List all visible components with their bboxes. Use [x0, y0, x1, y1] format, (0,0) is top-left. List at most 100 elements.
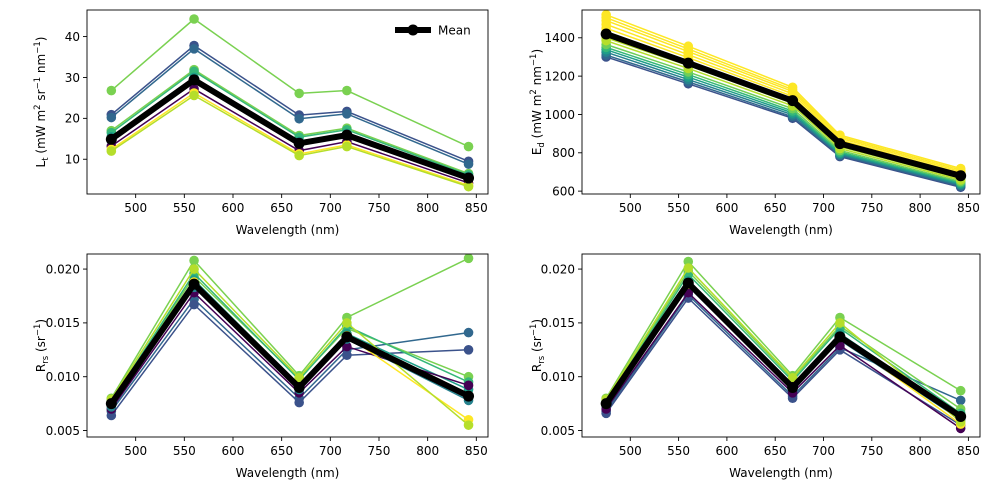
y-tick-label: 1000	[544, 108, 575, 122]
x-tick-label: 850	[465, 444, 488, 458]
x-tick-label: 550	[667, 201, 690, 215]
mean-point	[463, 172, 475, 184]
series-line	[110, 47, 469, 165]
mean-point	[682, 277, 694, 289]
data-point	[189, 44, 199, 54]
x-tick-label: 650	[764, 201, 787, 215]
x-tick-label: 750	[368, 444, 391, 458]
x-axis-label: Wavelength (nm)	[236, 466, 340, 480]
series-0	[106, 14, 474, 152]
y-tick-label: 0.020	[541, 262, 575, 276]
x-tick-label: 600	[715, 201, 738, 215]
series-line	[605, 293, 961, 412]
x-tick-label: 750	[860, 201, 883, 215]
x-tick-label: 700	[812, 444, 835, 458]
x-tick-label: 700	[812, 201, 835, 215]
y-axis-label: Lt (mW m2 sr−1 nm−1)	[33, 37, 51, 168]
y-tick-label: 10	[65, 153, 80, 167]
series-line	[605, 270, 962, 410]
data-point	[463, 159, 474, 169]
mean-line	[603, 280, 963, 420]
data-point	[463, 181, 474, 192]
data-point	[189, 90, 199, 101]
series-13	[601, 10, 966, 174]
y-axis-label: Rrs (sr−1)	[529, 319, 547, 372]
mean-point	[834, 331, 846, 343]
x-axis-label: Wavelength (nm)	[729, 466, 833, 480]
series-9	[106, 90, 474, 192]
x-tick-label: 700	[319, 201, 342, 215]
mean-point	[682, 57, 694, 69]
data-point	[601, 10, 611, 20]
data-point	[835, 318, 845, 328]
series-line	[605, 279, 962, 417]
series-1	[601, 290, 966, 416]
data-point	[787, 372, 798, 383]
y-tick-label: 30	[65, 71, 80, 85]
series-line	[110, 267, 470, 426]
y-tick-label: 0.020	[46, 262, 80, 276]
series-5	[601, 276, 966, 421]
y-tick-label: 0.015	[541, 316, 575, 330]
x-tick-label: 600	[222, 201, 245, 215]
axes-frame	[86, 253, 489, 438]
series-line	[605, 282, 962, 425]
data-point	[463, 420, 474, 430]
data-point	[106, 85, 117, 96]
x-tick-label: 750	[368, 201, 391, 215]
x-tick-label: 500	[124, 444, 147, 458]
mean-point	[293, 137, 305, 149]
series-line	[605, 285, 962, 421]
series-2	[106, 44, 474, 169]
y-tick-label: 40	[65, 30, 80, 44]
data-point	[463, 254, 474, 264]
series-1	[106, 294, 474, 416]
data-point	[342, 350, 352, 360]
mean-series	[600, 277, 967, 423]
x-tick-label: 850	[957, 444, 980, 458]
data-point	[294, 397, 304, 408]
data-point	[106, 112, 117, 123]
legend: Mean	[395, 23, 471, 37]
x-tick-label: 600	[222, 444, 245, 458]
chart-panel-top-right: 500 550 600 650 700 750 800 850 600 800 1000 1200 14…	[529, 9, 981, 237]
data-point	[463, 327, 474, 338]
chart-panel-bottom-right: 500 550 600 650 700 750 800 850 0.005 0.010 0.015 0…	[529, 253, 981, 480]
data-point	[189, 255, 199, 266]
legend-label: Mean	[438, 23, 471, 37]
data-point	[294, 113, 304, 124]
axes-frame	[581, 9, 981, 195]
data-point	[463, 380, 474, 391]
y-tick-label: 0.015	[46, 316, 80, 330]
y-tick-label: 20	[65, 112, 80, 126]
x-tick-label: 500	[619, 201, 642, 215]
y-tick-label: 0.010	[46, 370, 80, 384]
x-tick-label: 500	[124, 201, 147, 215]
y-tick-label: 0.005	[46, 424, 80, 438]
x-tick-label: 550	[173, 444, 196, 458]
series-line	[110, 278, 469, 406]
y-tick-label: 600	[552, 184, 575, 198]
chart-panel-bottom-left: 500 550 600 650 700 750 800 850 0.005 0.010 0.015 0…	[33, 253, 489, 480]
mean-series	[105, 278, 475, 410]
x-tick-label: 750	[860, 444, 883, 458]
mean-point	[834, 138, 846, 150]
x-axis-label: Wavelength (nm)	[236, 223, 340, 237]
series-line	[605, 266, 962, 423]
series-2	[106, 299, 474, 421]
data-point	[787, 82, 798, 93]
mean-point	[188, 278, 200, 290]
data-point	[342, 85, 352, 96]
x-tick-label: 650	[764, 444, 787, 458]
data-point	[106, 146, 117, 156]
data-point	[294, 372, 304, 383]
axes-frame	[581, 253, 981, 438]
series-5	[106, 72, 474, 182]
data-point	[342, 141, 352, 152]
data-point	[955, 395, 966, 406]
x-axis-label: Wavelength (nm)	[729, 223, 833, 237]
data-point	[294, 88, 304, 99]
data-point	[342, 341, 352, 352]
series-8	[601, 279, 966, 429]
